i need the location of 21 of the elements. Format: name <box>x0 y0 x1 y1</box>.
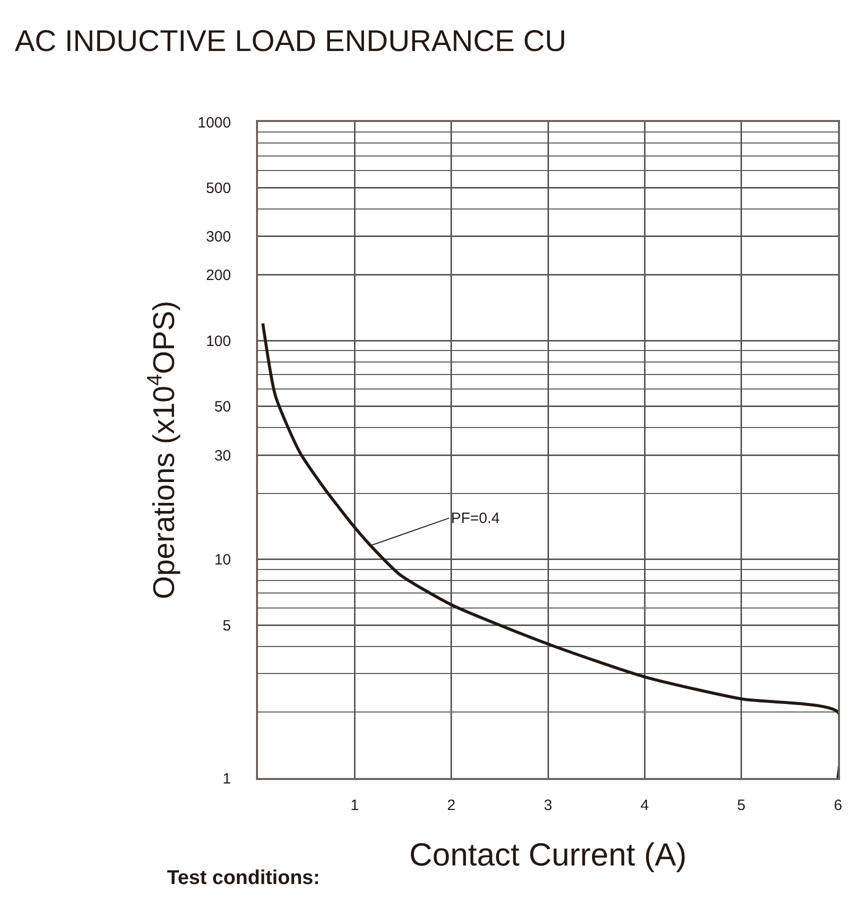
chart-title: AC INDUCTIVE LOAD ENDURANCE CU <box>14 24 566 58</box>
x-tick-label: 1 <box>350 797 359 814</box>
x-tick-label: 6 <box>834 797 842 814</box>
x-axis-title: Contact Current (A) <box>409 836 687 872</box>
y-tick-label: 200 <box>206 267 231 284</box>
x-tick-label: 2 <box>447 797 456 814</box>
y-tick-label: 30 <box>214 447 231 464</box>
annotation: PF=0.4 <box>451 510 500 527</box>
y-tick-label: 1000 <box>198 114 231 132</box>
y-tick-label: 300 <box>206 228 231 246</box>
y-tick-label: 1 <box>222 770 231 788</box>
line-series <box>261 322 838 778</box>
text: Test conditions: <box>167 867 320 889</box>
y-tick-label: 5 <box>222 617 231 634</box>
x-tick-label: 3 <box>544 797 552 814</box>
x-tick-label: 4 <box>640 797 649 814</box>
y-tick-label: 10 <box>214 552 231 569</box>
y-tick-label: 50 <box>214 398 231 416</box>
y-tick-label: 100 <box>206 332 231 350</box>
y-tick-label: 500 <box>206 180 231 198</box>
x-tick-label: 5 <box>737 797 746 814</box>
